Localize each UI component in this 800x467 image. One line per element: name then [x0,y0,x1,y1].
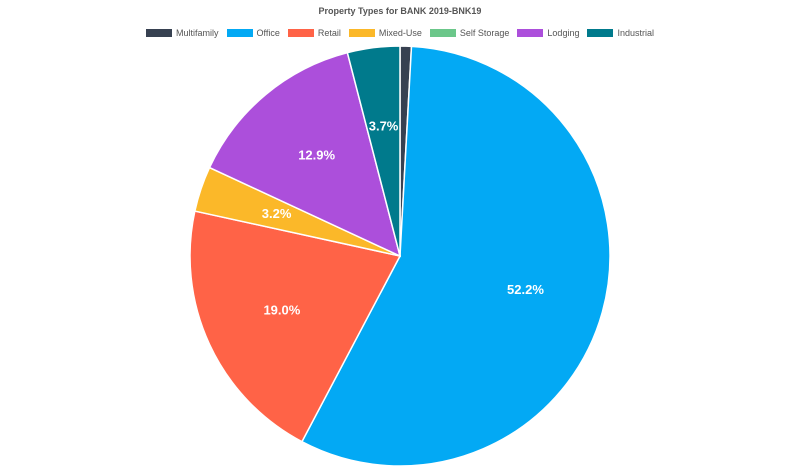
pie-slice-lodging[interactable] [208,51,402,258]
slice-label-retail: 19.0% [263,302,300,317]
legend-swatch-mixed-use [348,29,375,37]
legend-label-mixed-use: Mixed-Use [378,28,422,38]
legend-swatch-industrial [587,29,614,37]
legend-item-retail[interactable]: Retail [287,28,341,38]
legend-swatch-retail [287,29,314,37]
pie-slice-office[interactable] [300,45,611,467]
legend-item-office[interactable]: Office [226,28,280,38]
legend-swatch-multifamily [146,29,172,37]
slice-label-mixed-use: 3.2% [262,206,292,221]
legend-label-industrial: Industrial [617,28,654,38]
legend: Multifamily Office Retail Mixed-Use Self… [0,28,800,38]
legend-label-self-storage: Self Storage [459,28,510,38]
legend-item-multifamily[interactable]: Multifamily [146,28,219,38]
slice-label-industrial: 3.7% [369,118,399,133]
legend-label-lodging: Lodging [547,28,580,38]
pie-slice-retail[interactable] [189,210,402,443]
legend-item-industrial[interactable]: Industrial [587,28,654,38]
legend-label-office: Office [256,28,280,38]
chart-title: Property Types for BANK 2019-BNK19 [318,6,482,16]
legend-label-retail: Retail [317,28,341,38]
pie-slice-industrial[interactable] [346,45,401,257]
legend-label-multifamily: Multifamily [176,28,219,38]
legend-item-lodging[interactable]: Lodging [517,28,579,38]
legend-swatch-self-storage [429,29,456,37]
slice-label-office: 52.2% [507,282,544,297]
legend-swatch-office [226,29,253,37]
legend-item-self-storage[interactable]: Self Storage [429,28,510,38]
slice-label-lodging: 12.9% [298,147,335,162]
legend-swatch-lodging [517,29,544,37]
legend-item-mixed-use[interactable]: Mixed-Use [348,28,422,38]
